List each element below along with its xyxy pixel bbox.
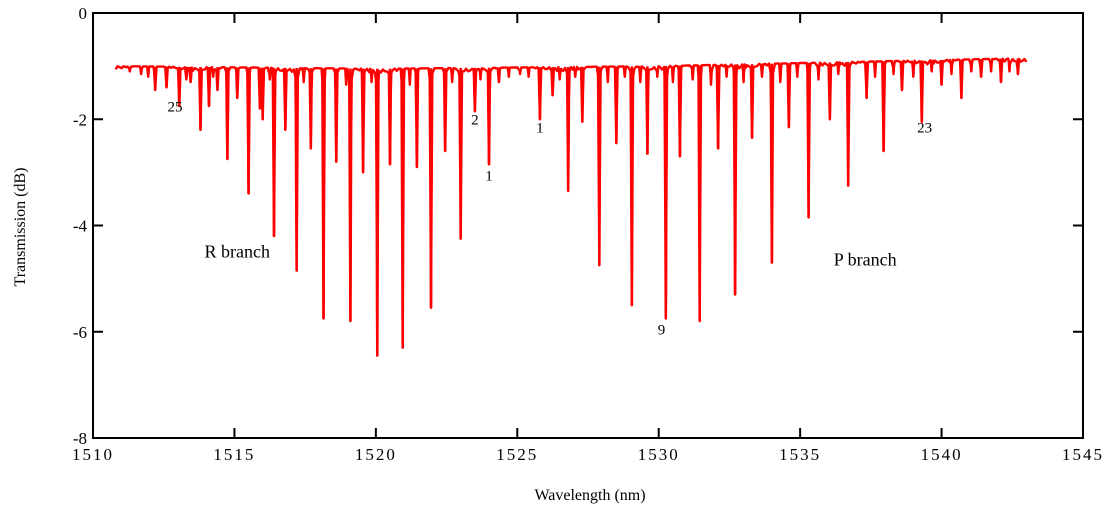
y-tick-label: -8 — [73, 429, 87, 448]
y-tick-label: -4 — [73, 217, 88, 236]
y-tick-label: 0 — [79, 4, 88, 23]
line-index-label: 25 — [168, 99, 183, 115]
x-tick-label: 1510 — [72, 445, 114, 464]
branch-label: P branch — [834, 249, 897, 269]
transmission-series-line — [114, 57, 1028, 357]
x-tick-label: 1540 — [921, 445, 963, 464]
line-index-label: 23 — [917, 121, 932, 137]
line-index-label: 1 — [536, 121, 544, 137]
x-tick-label: 1530 — [638, 445, 680, 464]
line-index-label: 9 — [658, 322, 666, 338]
x-tick-label: 1535 — [779, 445, 821, 464]
y-tick-label: -6 — [73, 323, 87, 342]
line-index-label: 1 — [485, 168, 493, 184]
y-tick-label: -2 — [73, 110, 87, 129]
branch-label: R branch — [205, 241, 270, 261]
x-tick-label: 1525 — [496, 445, 538, 464]
x-tick-label: 1515 — [213, 445, 255, 464]
plot-frame — [92, 12, 1084, 439]
line-index-label: 2 — [471, 113, 479, 129]
y-axis-label: Transmission (dB) — [12, 168, 29, 287]
x-tick-label: 1545 — [1062, 445, 1104, 464]
x-axis-label: Wavelength (nm) — [534, 487, 645, 504]
x-tick-label: 1520 — [355, 445, 397, 464]
